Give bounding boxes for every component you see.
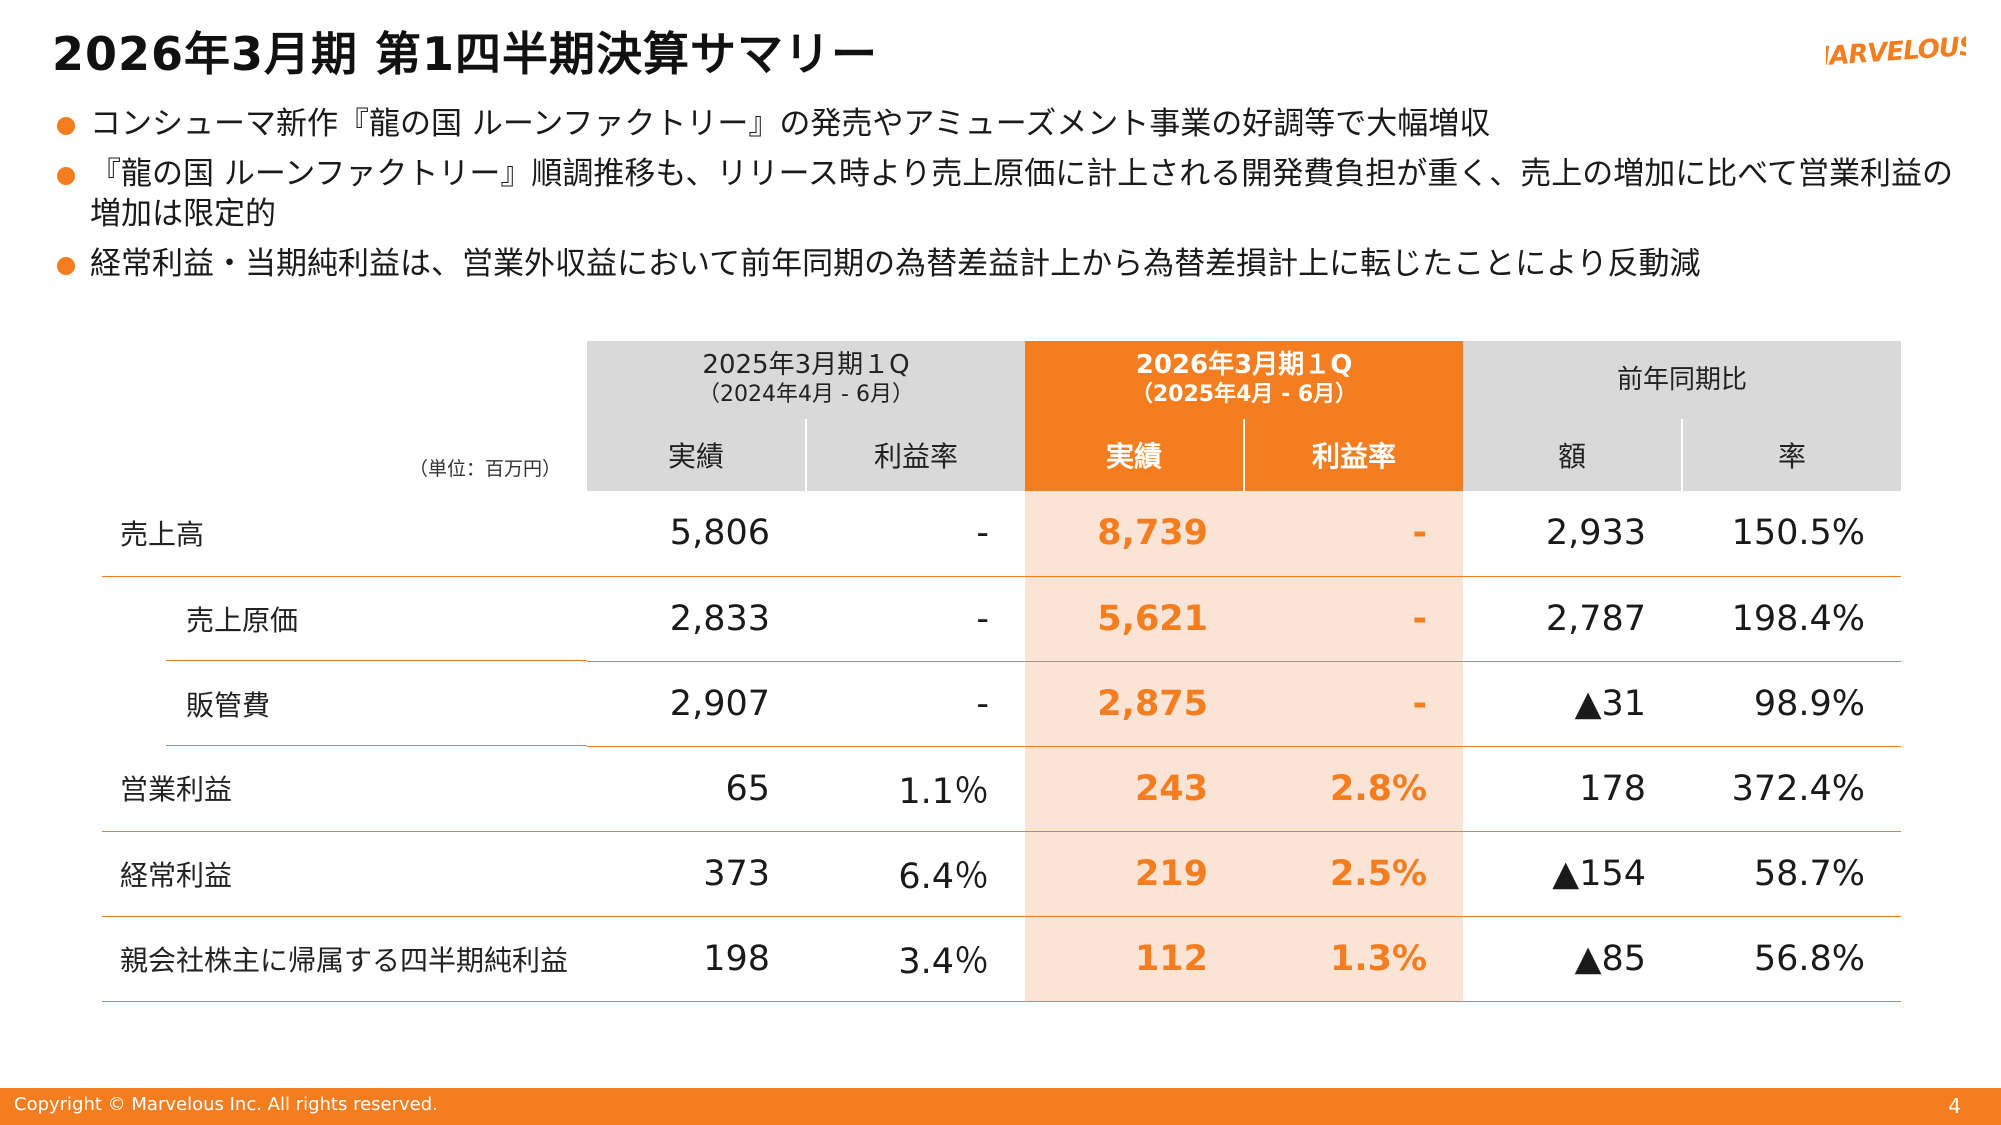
table-row: 親会社株主に帰属する四半期純利益 198 3.4％ 112 1.3% ▲85 5…: [102, 916, 1902, 1002]
bullet-dot-icon: [57, 117, 75, 135]
cur-margin-cell: -: [1244, 661, 1464, 747]
prev-margin-cell: 6.4％: [806, 831, 1026, 917]
yoy-amount-cell: ▲85: [1463, 916, 1683, 1002]
cur-actual-cell: 2,875: [1025, 661, 1245, 747]
page-number: 4: [1948, 1094, 1961, 1118]
bullet-item: コンシューマ新作『龍の国 ルーンファクトリー』の発売やアミューズメント事業の好調…: [55, 104, 1955, 144]
bullet-text: 『龍の国 ルーンファクトリー』順調推移も、リリース時より売上原価に計上される開発…: [90, 156, 1954, 232]
table-row: 経常利益 373 6.4％ 219 2.5% ▲154 58.7%: [102, 831, 1902, 917]
yoy-rate-cell: 198.4%: [1682, 576, 1902, 662]
footer-bar: Copyright © Marvelous Inc. All rights re…: [0, 1088, 2001, 1125]
yoy-header: 前年同期比: [1463, 341, 1902, 419]
row-label: 経常利益: [102, 831, 587, 917]
prev-margin-cell: -: [806, 491, 1026, 577]
yoy-amount-header: 額: [1463, 419, 1684, 491]
cur-period-title: 2026年3月期１Q: [1135, 350, 1353, 380]
table-row: 営業利益 65 1.1％ 243 2.8% 178 372.4%: [102, 746, 1902, 832]
bullet-text: 経常利益・当期純利益は、営業外収益において前年同期の為替差益計上から為替差損計上…: [90, 246, 1701, 282]
yoy-rate-cell: 372.4%: [1682, 746, 1902, 832]
copyright-text: Copyright © Marvelous Inc. All rights re…: [14, 1094, 438, 1115]
prev-margin-cell: -: [806, 661, 1026, 747]
cur-margin-header: 利益率: [1244, 419, 1464, 491]
yoy-rate-cell: 98.9%: [1682, 661, 1902, 747]
yoy-rate-header: 率: [1682, 419, 1902, 491]
prev-period-title: 2025年3月期１Q: [702, 350, 910, 380]
cur-actual-cell: 219: [1025, 831, 1245, 917]
bullet-item: 経常利益・当期純利益は、営業外収益において前年同期の為替差益計上から為替差損計上…: [55, 244, 1955, 284]
prev-margin-cell: 3.4％: [806, 916, 1026, 1002]
yoy-amount-cell: 2,787: [1463, 576, 1683, 662]
row-label: 売上原価: [102, 576, 587, 661]
cur-margin-cell: 1.3%: [1244, 916, 1464, 1002]
row-label: 親会社株主に帰属する四半期純利益: [102, 916, 587, 1002]
summary-bullets: コンシューマ新作『龍の国 ルーンファクトリー』の発売やアミューズメント事業の好調…: [55, 104, 1955, 294]
cur-margin-cell: -: [1244, 576, 1464, 662]
yoy-rate-cell: 56.8%: [1682, 916, 1902, 1002]
row-label: 販管費: [102, 661, 587, 746]
cur-actual-cell: 5,621: [1025, 576, 1245, 662]
prev-period-sub: （2024年4月 - 6月）: [698, 382, 914, 407]
bullet-dot-icon: [57, 257, 75, 275]
cur-margin-cell: 2.8%: [1244, 746, 1464, 832]
yoy-rate-cell: 58.7%: [1682, 831, 1902, 917]
prev-actual-cell: 2,907: [587, 661, 806, 747]
bullet-item: 『龍の国 ルーンファクトリー』順調推移も、リリース時より売上原価に計上される開発…: [55, 154, 1955, 234]
unit-label: （単位：百万円）: [408, 458, 561, 480]
cur-actual-header: 実績: [1025, 419, 1246, 491]
financial-summary-table: 2025年3月期１Q （2024年4月 - 6月） 2026年3月期１Q （20…: [102, 341, 1902, 1002]
yoy-rate-cell: 150.5%: [1682, 491, 1902, 577]
cur-period-sub: （2025年4月 - 6月）: [1130, 382, 1358, 407]
bullet-dot-icon: [57, 167, 75, 185]
cur-actual-cell: 112: [1025, 916, 1245, 1002]
header-blank: [102, 341, 587, 419]
table-row: 販管費 2,907 - 2,875 - ▲31 98.9%: [102, 661, 1902, 747]
cur-period-header: 2026年3月期１Q （2025年4月 - 6月）: [1025, 341, 1464, 419]
prev-margin-cell: -: [806, 576, 1026, 662]
yoy-amount-cell: ▲31: [1463, 661, 1683, 747]
yoy-amount-cell: 2,933: [1463, 491, 1683, 577]
table-row: 売上原価 2,833 - 5,621 - 2,787 198.4%: [102, 576, 1902, 662]
cur-margin-cell: -: [1244, 491, 1464, 577]
prev-actual-cell: 2,833: [587, 576, 806, 662]
prev-actual-header: 実績: [587, 419, 807, 491]
table-row: 売上高 5,806 - 8,739 - 2,933 150.5%: [102, 491, 1902, 577]
prev-actual-cell: 5,806: [587, 491, 806, 577]
marvelous-logo: MARVELOUS!: [1826, 12, 1966, 84]
row-label: 売上高: [102, 491, 587, 577]
yoy-amount-cell: ▲154: [1463, 831, 1683, 917]
prev-actual-cell: 373: [587, 831, 806, 917]
prev-actual-cell: 65: [587, 746, 806, 832]
prev-actual-cell: 198: [587, 916, 806, 1002]
yoy-amount-cell: 178: [1463, 746, 1683, 832]
svg-text:MARVELOUS!: MARVELOUS!: [1826, 31, 1966, 74]
prev-margin-cell: 1.1％: [806, 746, 1026, 832]
cur-actual-cell: 243: [1025, 746, 1245, 832]
page-title: 2026年3月期 第1四半期決算サマリー: [52, 27, 879, 81]
cur-margin-cell: 2.5%: [1244, 831, 1464, 917]
row-label: 営業利益: [102, 746, 587, 832]
prev-period-header: 2025年3月期１Q （2024年4月 - 6月）: [587, 341, 1026, 419]
prev-margin-header: 利益率: [806, 419, 1026, 491]
bullet-text: コンシューマ新作『龍の国 ルーンファクトリー』の発売やアミューズメント事業の好調…: [90, 106, 1491, 142]
cur-actual-cell: 8,739: [1025, 491, 1245, 577]
